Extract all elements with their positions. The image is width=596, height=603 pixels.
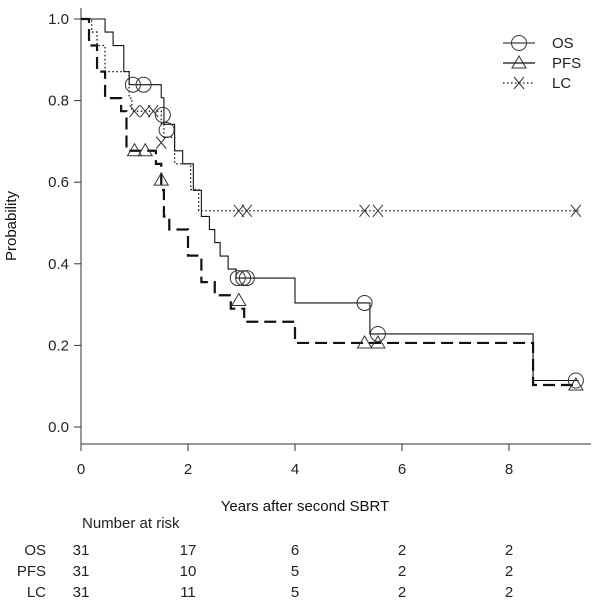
censor-mark-lc bbox=[155, 136, 167, 149]
legend-marker bbox=[513, 76, 525, 90]
x-tick-label: 4 bbox=[291, 461, 299, 478]
legend: OS PFS LC bbox=[503, 35, 581, 92]
risk-value: 10 bbox=[180, 563, 197, 580]
censor-mark-lc bbox=[359, 204, 370, 218]
risk-row-lc: LC 31 11 5 2 2 bbox=[27, 584, 513, 601]
y-tick-label: 0.2 bbox=[48, 337, 69, 354]
censor-mark-os bbox=[229, 270, 246, 287]
risk-value: 5 bbox=[291, 584, 299, 601]
legend-item-os: OS bbox=[503, 35, 574, 52]
risk-value: 5 bbox=[291, 563, 299, 580]
legend-marker bbox=[511, 55, 527, 69]
censor-mark-os bbox=[235, 270, 252, 287]
censor-mark-os bbox=[567, 372, 584, 389]
censor-mark-pfs bbox=[137, 142, 154, 157]
risk-value: 31 bbox=[73, 563, 90, 580]
censor-mark-lc bbox=[139, 104, 151, 118]
y-tick-label: 0.8 bbox=[48, 93, 69, 110]
censor-layer bbox=[124, 76, 584, 391]
censor-mark-lc bbox=[129, 104, 140, 118]
censor-mark-pfs bbox=[370, 334, 386, 349]
censor-mark-pfs bbox=[126, 142, 143, 157]
censor-mark-os bbox=[135, 76, 152, 93]
risk-row-label: OS bbox=[24, 542, 46, 559]
plot-area: 0.0 0.2 0.4 0.6 0.8 1.0 0 2 4 6 8 bbox=[48, 8, 591, 478]
y-tick-label: 0.6 bbox=[48, 174, 69, 191]
y-ticks: 0.0 0.2 0.4 0.6 0.8 1.0 bbox=[48, 11, 81, 436]
x-tick-label: 6 bbox=[398, 461, 406, 478]
x-axis-title: Years after second SBRT bbox=[221, 498, 389, 515]
censor-mark-pfs bbox=[356, 334, 373, 349]
legend-item-pfs: PFS bbox=[503, 55, 581, 72]
censor-mark-os bbox=[356, 294, 373, 311]
x-tick-label: 0 bbox=[77, 461, 85, 478]
risk-table-title: Number at risk bbox=[82, 515, 180, 532]
censor-mark-pfs bbox=[153, 172, 170, 186]
risk-row-label: PFS bbox=[17, 563, 46, 580]
series-line-os bbox=[81, 18, 579, 382]
risk-value: 6 bbox=[291, 542, 299, 559]
censor-mark-os bbox=[158, 121, 175, 138]
risk-row-os: OS 31 17 6 2 2 bbox=[24, 542, 513, 559]
risk-table: Number at risk OS 31 17 6 2 2 PFS 31 10 5 2 2 LC 31 11… bbox=[17, 515, 513, 601]
risk-value: 17 bbox=[180, 542, 197, 559]
censor-mark-os bbox=[124, 76, 141, 93]
y-tick-label: 0.0 bbox=[48, 419, 69, 436]
censor-mark-lc bbox=[147, 104, 159, 118]
series-layer bbox=[81, 17, 579, 387]
x-tick-label: 2 bbox=[184, 461, 192, 478]
censor-mark-os bbox=[154, 106, 171, 123]
risk-row-pfs: PFS 31 10 5 2 2 bbox=[17, 563, 513, 580]
y-tick-label: 0.4 bbox=[48, 256, 69, 273]
risk-row-label: LC bbox=[27, 584, 46, 601]
legend-label: OS bbox=[552, 35, 574, 52]
risk-value: 31 bbox=[73, 542, 90, 559]
censor-mark-os bbox=[369, 325, 386, 342]
risk-value: 2 bbox=[505, 542, 513, 559]
censor-mark-pfs bbox=[568, 376, 584, 391]
censor-mark-lc bbox=[233, 204, 245, 218]
x-ticks: 0 2 4 6 8 bbox=[77, 444, 513, 478]
risk-value: 2 bbox=[398, 584, 406, 601]
legend-item-lc: LC bbox=[503, 75, 571, 92]
legend-label: LC bbox=[552, 75, 571, 92]
legend-marker bbox=[511, 35, 527, 51]
x-tick-label: 8 bbox=[505, 461, 513, 478]
risk-value: 2 bbox=[398, 542, 406, 559]
risk-value: 2 bbox=[398, 563, 406, 580]
risk-value: 31 bbox=[73, 584, 90, 601]
risk-value: 2 bbox=[505, 584, 513, 601]
censor-mark-lc bbox=[570, 204, 582, 218]
risk-value: 2 bbox=[505, 563, 513, 580]
y-tick-label: 1.0 bbox=[48, 11, 69, 28]
series-line-pfs bbox=[81, 17, 579, 387]
censor-mark-pfs bbox=[230, 292, 247, 307]
censor-mark-os bbox=[238, 270, 255, 287]
legend-label: PFS bbox=[552, 55, 581, 72]
risk-value: 11 bbox=[180, 584, 196, 601]
censor-mark-lc bbox=[241, 204, 253, 218]
censor-mark-lc bbox=[372, 204, 384, 218]
y-axis-title: Probability bbox=[3, 190, 20, 261]
